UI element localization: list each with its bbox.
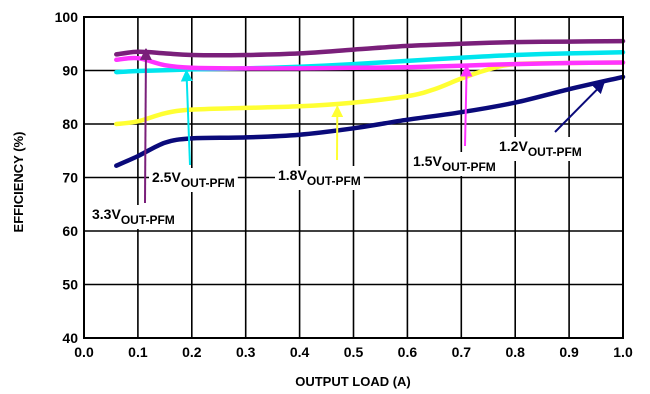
annotation-4: 1.2VOUT-PFM <box>496 81 605 161</box>
x-tick-label: 1.0 <box>613 344 633 360</box>
annotation-label: 2.5VOUT-PFM <box>152 169 235 190</box>
annotation-label: 1.5VOUT-PFM <box>413 153 496 174</box>
y-tick-label: 90 <box>62 63 78 79</box>
tick-labels: 0.0 0.1 0.2 0.3 0.4 0.5 0.6 0.7 0.8 0.9 1.0 40 50 60 7… <box>55 9 633 360</box>
annotation-arrow <box>460 64 473 147</box>
annotation-backdrop <box>275 166 364 190</box>
x-tick-label: 0.4 <box>290 344 310 360</box>
plot-frame <box>83 16 624 339</box>
x-tick-label: 0.7 <box>452 344 472 360</box>
annotation-1: 2.5VOUT-PFM <box>149 69 238 192</box>
series-line-0 <box>114 38 626 58</box>
x-tick-label: 0.9 <box>559 344 579 360</box>
series-line-4 <box>114 74 626 168</box>
annotation-2: 1.8VOUT-PFM <box>275 105 364 190</box>
y-tick-label: 40 <box>62 330 78 346</box>
y-axis-label: EFFICIENCY (%) <box>11 132 26 233</box>
y-tick-label: 80 <box>62 116 78 132</box>
annotation-backdrop <box>89 205 178 229</box>
annotation-arrow <box>554 81 605 133</box>
x-tick-label: 0.5 <box>344 344 364 360</box>
annotation-arrow <box>180 69 193 166</box>
y-tick-label: 60 <box>62 223 78 239</box>
annotation-backdrop <box>496 137 585 161</box>
x-axis-label: OUTPUT LOAD (A) <box>295 374 411 389</box>
annotation-backdrop <box>410 152 499 176</box>
x-tick-label: 0.6 <box>398 344 418 360</box>
y-tick-label: 50 <box>62 277 78 293</box>
annotation-3: 1.5VOUT-PFM <box>410 64 499 176</box>
annotation-0: 3.3VOUT-PFM <box>89 47 178 229</box>
series-lines <box>114 38 626 168</box>
x-tick-label: 0.1 <box>128 344 148 360</box>
series-line-3 <box>114 55 626 71</box>
annotation-backdrop <box>149 168 238 192</box>
annotation-label: 1.2VOUT-PFM <box>499 138 582 159</box>
x-tick-label: 0.0 <box>74 344 94 360</box>
annotations: 3.3VOUT-PFM 2.5VOUT-PFM 1.8VOUT-PFM 1.5VOUT… <box>89 47 605 229</box>
x-tick-label: 0.3 <box>236 344 256 360</box>
annotation-arrow <box>139 47 152 204</box>
x-tick-label: 0.2 <box>182 344 202 360</box>
y-tick-label: 70 <box>62 170 78 186</box>
annotation-label: 1.8VOUT-PFM <box>278 167 361 188</box>
annotation-label: 3.3VOUT-PFM <box>92 206 175 227</box>
series-line-1 <box>114 50 626 75</box>
y-tick-label: 100 <box>55 9 79 25</box>
x-tick-label: 0.8 <box>505 344 525 360</box>
